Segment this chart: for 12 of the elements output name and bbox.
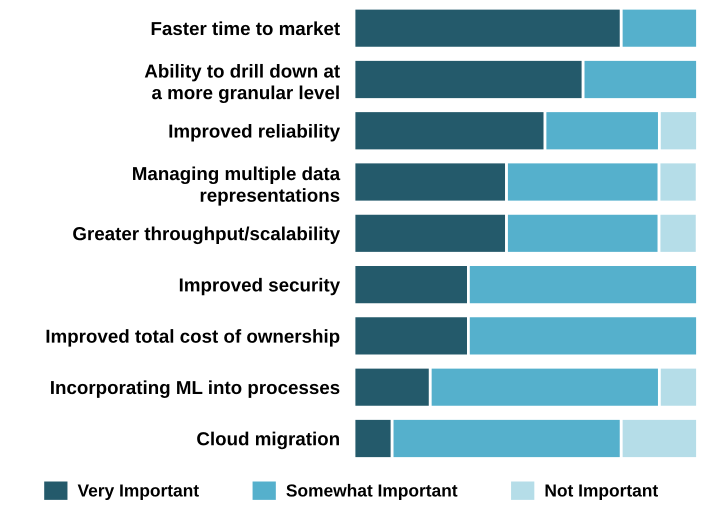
y-tick-label: Improved total cost of ownership [46,329,340,347]
y-tick-label: Improved security [180,278,340,296]
y-tick-label: Cloud migration [197,432,339,450]
legend-label: Not Important [546,484,658,500]
y-tick-label: Incorporating ML into processes [51,380,340,398]
legend-label: Very Important [78,484,199,500]
y-tick-label: Ability to drill down at a more granular level [144,64,340,104]
y-tick-label: Managing multiple data representations [133,166,340,206]
y-tick-label: Improved reliability [169,124,340,142]
legend-label: Somewhat Important [286,484,458,500]
y-tick-label: Greater throughput/scalability [73,226,340,244]
y-tick-label: Faster time to market [152,21,340,36]
